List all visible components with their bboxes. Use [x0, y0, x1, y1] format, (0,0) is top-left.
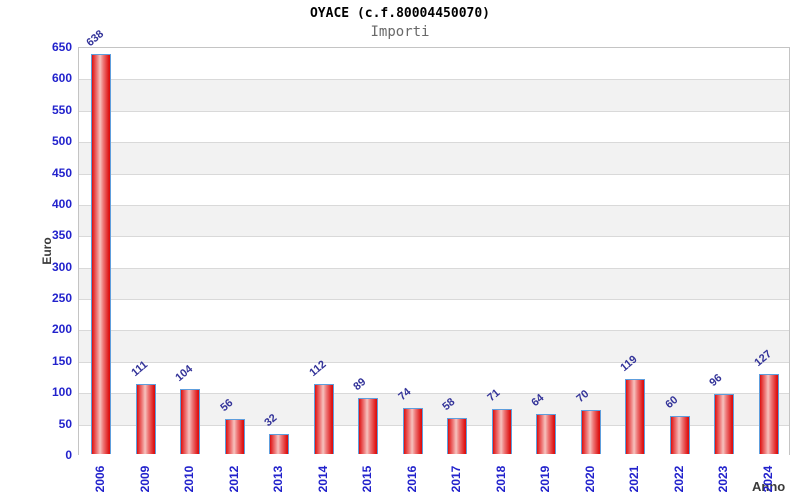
- gridline: [79, 330, 789, 332]
- y-tick-label: 600: [51, 71, 72, 86]
- plot-area: 638 111 104 56 32 112 89 74 58 71 64 70 119 60 96 127: [78, 28, 790, 456]
- y-tick-label: 400: [51, 196, 72, 211]
- bar: [714, 393, 735, 454]
- bar: [580, 410, 601, 454]
- x-tick-label: 2015: [360, 465, 375, 493]
- x-axis-label: Anno: [752, 479, 786, 494]
- bar: [625, 379, 646, 454]
- plot-band: [79, 79, 789, 111]
- gridline: [79, 142, 789, 144]
- gridline: [79, 173, 789, 175]
- plot-band: [79, 361, 789, 394]
- gridline: [79, 236, 789, 238]
- y-tick-label: 150: [51, 353, 72, 368]
- gridline: [79, 393, 789, 395]
- x-tick-label: 2016: [404, 465, 419, 493]
- plot-band: [79, 267, 789, 300]
- bar: [180, 388, 201, 454]
- bar: [758, 374, 779, 454]
- x-tick-label: 2020: [582, 465, 597, 493]
- bar: [269, 433, 290, 454]
- y-tick-label: 350: [51, 228, 72, 243]
- plot-band: [79, 330, 789, 362]
- plot-band: [79, 299, 789, 331]
- y-tick-label: 650: [51, 40, 72, 54]
- plot-band: [79, 110, 789, 143]
- x-tick-label: 2021: [627, 465, 642, 493]
- gridline: [79, 299, 789, 301]
- chart-subtitle: Importi: [370, 24, 430, 40]
- bar: [224, 418, 245, 454]
- gridline: [79, 361, 789, 363]
- bar: [358, 398, 379, 454]
- chart-title: OYACE (c.f.80004450070): [309, 6, 490, 21]
- x-tick-label: 2022: [671, 465, 686, 493]
- y-tick-label: 550: [51, 102, 72, 117]
- gridline: [79, 424, 789, 426]
- gridline: [79, 110, 789, 112]
- bar: [135, 384, 156, 454]
- gridline: [79, 267, 789, 269]
- bar: [91, 53, 112, 454]
- gridline: [79, 79, 789, 81]
- x-tick-label: 2024: [760, 465, 775, 493]
- y-tick-label: 100: [51, 385, 72, 400]
- plot-band: [79, 236, 789, 268]
- x-tick-label: 2023: [716, 465, 731, 493]
- bar: [669, 416, 690, 454]
- x-tick-label: 2019: [538, 465, 553, 493]
- x-tick-label: 2009: [137, 465, 152, 493]
- x-tick-label: 2013: [271, 465, 286, 493]
- plot-band: [79, 48, 789, 80]
- bar: [491, 409, 512, 454]
- x-tick-label: 2006: [93, 465, 108, 493]
- y-tick-label: 450: [51, 165, 72, 180]
- y-tick-label: 50: [58, 416, 72, 431]
- x-tick-label: 2014: [315, 465, 330, 493]
- x-tick-label: 2012: [226, 465, 241, 493]
- bar: [536, 413, 557, 454]
- bar: [313, 383, 334, 454]
- plot-band: [79, 173, 789, 205]
- y-tick-label: 300: [51, 259, 72, 274]
- x-tick-label: 2018: [493, 465, 508, 493]
- x-tick-label: 2010: [182, 465, 197, 493]
- bar: [447, 417, 468, 454]
- plot-band: [79, 142, 789, 174]
- x-tick-label: 2017: [449, 465, 464, 493]
- y-tick-label: 0: [65, 448, 72, 462]
- gridline: [79, 204, 789, 206]
- y-tick-label: 200: [51, 322, 72, 337]
- bar: [402, 407, 423, 454]
- y-tick-label: 500: [51, 134, 72, 149]
- plot-band: [79, 204, 789, 237]
- y-tick-label: 250: [51, 291, 72, 306]
